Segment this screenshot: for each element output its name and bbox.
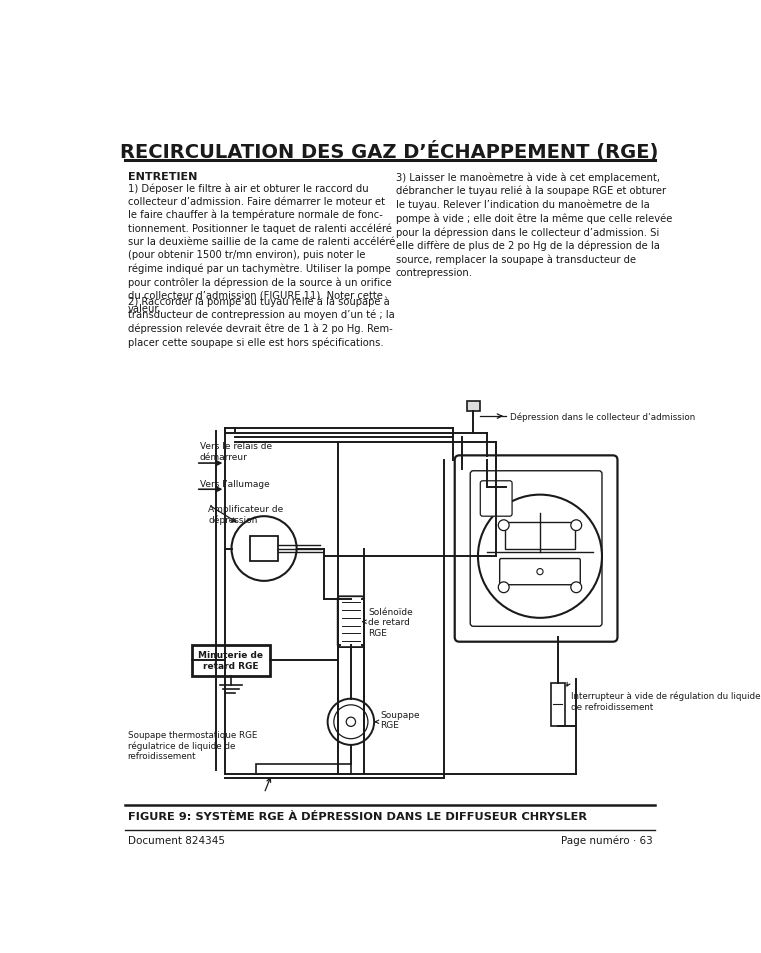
FancyBboxPatch shape — [338, 597, 364, 647]
Circle shape — [328, 699, 374, 745]
Text: Solénoïde
de retard
RGE: Solénoïde de retard RGE — [368, 607, 412, 637]
Text: FIGURE 9: SYSTÈME RGE À DÉPRESSION DANS LE DIFFUSEUR CHRYSLER: FIGURE 9: SYSTÈME RGE À DÉPRESSION DANS … — [128, 811, 587, 821]
Circle shape — [334, 705, 368, 739]
FancyBboxPatch shape — [256, 764, 351, 775]
Circle shape — [571, 520, 581, 531]
Text: 1) Déposer le filtre à air et obturer le raccord du
collecteur d’admission. Fair: 1) Déposer le filtre à air et obturer le… — [128, 183, 395, 314]
Text: Document 824345: Document 824345 — [128, 835, 224, 844]
Circle shape — [498, 582, 509, 593]
FancyBboxPatch shape — [505, 522, 575, 549]
Circle shape — [346, 718, 355, 726]
Text: 3) Laisser le manoèmetre à vide à cet emplacement,
débrancher le tuyau relié à l: 3) Laisser le manoèmetre à vide à cet em… — [396, 172, 672, 278]
Circle shape — [478, 496, 602, 618]
FancyBboxPatch shape — [480, 481, 512, 517]
FancyBboxPatch shape — [192, 645, 269, 676]
FancyBboxPatch shape — [455, 456, 617, 642]
Text: Vers le relais de
démarreur: Vers le relais de démarreur — [199, 442, 272, 461]
Text: Minuterie de
retard RGE: Minuterie de retard RGE — [199, 651, 263, 670]
FancyBboxPatch shape — [467, 401, 479, 412]
Text: Dépression dans le collecteur d’admission: Dépression dans le collecteur d’admissio… — [510, 412, 695, 421]
Text: Soupape thermostatique RGE
régulatrice de liquide de
refroidissement: Soupape thermostatique RGE régulatrice d… — [128, 730, 257, 760]
Circle shape — [537, 569, 543, 575]
Text: Vers l’allumage: Vers l’allumage — [199, 479, 269, 488]
FancyBboxPatch shape — [551, 683, 565, 726]
Text: 2) Raccorder la pompe au tuyau relié à la soupape à
transducteur de contrepressi: 2) Raccorder la pompe au tuyau relié à l… — [128, 295, 394, 348]
FancyBboxPatch shape — [250, 537, 278, 561]
FancyBboxPatch shape — [470, 472, 602, 627]
Text: RECIRCULATION DES GAZ D’ÉCHAPPEMENT (RGE): RECIRCULATION DES GAZ D’ÉCHAPPEMENT (RGE… — [120, 141, 659, 162]
Text: Soupape
RGE: Soupape RGE — [380, 710, 420, 729]
Text: Page numéro · 63: Page numéro · 63 — [562, 835, 653, 845]
Circle shape — [571, 582, 581, 593]
Text: ENTRETIEN: ENTRETIEN — [128, 172, 197, 182]
Text: Interrupteur à vide de régulation du liquide
de refroidissement: Interrupteur à vide de régulation du liq… — [571, 691, 760, 711]
FancyBboxPatch shape — [500, 559, 581, 585]
Text: Amplificateur de
dépression: Amplificateur de dépression — [209, 504, 284, 524]
Circle shape — [231, 517, 297, 581]
Circle shape — [498, 520, 509, 531]
